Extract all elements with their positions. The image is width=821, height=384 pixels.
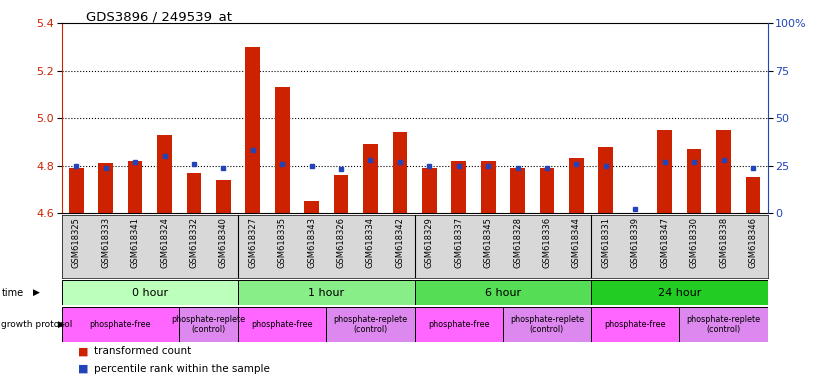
Text: GSM618342: GSM618342 (396, 217, 405, 268)
Bar (62, 307, 179, 342)
Bar (745, 177, 760, 213)
Text: 0 hour: 0 hour (131, 288, 168, 298)
Text: 24 hour: 24 hour (658, 288, 701, 298)
Bar (62, 280, 238, 305)
Text: phosphate-replete
(control): phosphate-replete (control) (686, 315, 760, 334)
Bar (186, 173, 201, 213)
Bar (275, 87, 290, 213)
Bar (591, 280, 768, 305)
Text: GSM618345: GSM618345 (484, 217, 493, 268)
Bar (363, 144, 378, 213)
Text: phosphate-free: phosphate-free (604, 320, 666, 329)
Bar (333, 175, 348, 213)
Text: transformed count: transformed count (94, 346, 191, 356)
Text: ■: ■ (78, 346, 89, 356)
Bar (680, 307, 768, 342)
Text: ▶: ▶ (33, 288, 39, 297)
Bar (216, 180, 231, 213)
Text: GSM618327: GSM618327 (248, 217, 257, 268)
Bar (305, 201, 319, 213)
Text: growth protocol: growth protocol (1, 320, 72, 329)
Bar (245, 47, 260, 213)
Text: phosphate-replete
(control): phosphate-replete (control) (510, 315, 584, 334)
Text: GSM618336: GSM618336 (543, 217, 552, 268)
Bar (238, 307, 327, 342)
Bar (452, 161, 466, 213)
Text: GSM618328: GSM618328 (513, 217, 522, 268)
Bar (686, 149, 701, 213)
Bar (481, 161, 496, 213)
Bar (128, 161, 143, 213)
Text: ▶: ▶ (57, 320, 64, 329)
Bar (422, 168, 437, 213)
Text: 1 hour: 1 hour (308, 288, 345, 298)
Bar (510, 168, 525, 213)
Text: phosphate-free: phosphate-free (89, 320, 151, 329)
Text: phosphate-free: phosphate-free (251, 320, 313, 329)
Text: GSM618344: GSM618344 (572, 217, 581, 268)
Bar (238, 280, 415, 305)
Text: GSM618334: GSM618334 (366, 217, 375, 268)
Text: GSM618339: GSM618339 (631, 217, 640, 268)
Bar (179, 307, 238, 342)
Text: 6 hour: 6 hour (484, 288, 521, 298)
Text: phosphate-replete
(control): phosphate-replete (control) (172, 315, 245, 334)
Bar (327, 307, 415, 342)
Bar (591, 307, 680, 342)
Text: GSM618325: GSM618325 (71, 217, 80, 268)
Bar (716, 130, 731, 213)
Text: GSM618332: GSM618332 (190, 217, 199, 268)
Text: GSM618341: GSM618341 (131, 217, 140, 268)
Text: GSM618329: GSM618329 (424, 217, 433, 268)
Bar (502, 307, 591, 342)
Text: GSM618326: GSM618326 (337, 217, 346, 268)
Text: GSM618346: GSM618346 (749, 217, 758, 268)
Text: percentile rank within the sample: percentile rank within the sample (94, 364, 270, 374)
Text: GSM618338: GSM618338 (719, 217, 728, 268)
Bar (539, 168, 554, 213)
Text: phosphate-replete
(control): phosphate-replete (control) (333, 315, 407, 334)
Bar (599, 147, 613, 213)
Text: ■: ■ (78, 364, 89, 374)
Text: time: time (2, 288, 24, 298)
Bar (415, 307, 502, 342)
Bar (99, 163, 113, 213)
Text: GSM618347: GSM618347 (660, 217, 669, 268)
Text: GSM618340: GSM618340 (219, 217, 228, 268)
Bar (658, 130, 672, 213)
Bar (569, 159, 584, 213)
Text: GSM618337: GSM618337 (454, 217, 463, 268)
Text: GSM618331: GSM618331 (601, 217, 610, 268)
Bar (157, 135, 172, 213)
Text: GSM618343: GSM618343 (307, 217, 316, 268)
Text: GSM618330: GSM618330 (690, 217, 699, 268)
Text: phosphate-free: phosphate-free (428, 320, 489, 329)
Text: GDS3896 / 249539_at: GDS3896 / 249539_at (86, 10, 232, 23)
Bar (69, 168, 84, 213)
Text: GSM618333: GSM618333 (101, 217, 110, 268)
Bar (415, 280, 591, 305)
Bar (392, 132, 407, 213)
Text: GSM618335: GSM618335 (277, 217, 287, 268)
Text: GSM618324: GSM618324 (160, 217, 169, 268)
